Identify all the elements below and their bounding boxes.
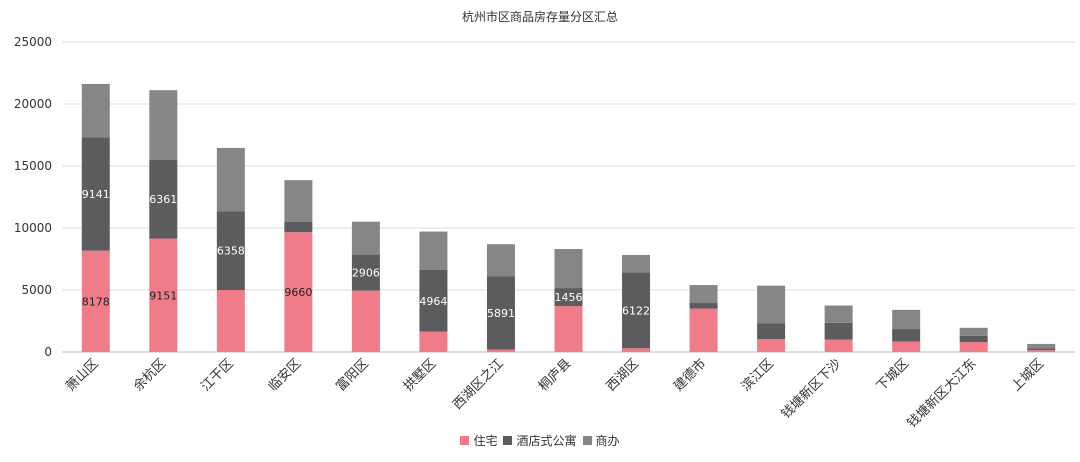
- bar-segment: [149, 159, 178, 239]
- y-tick-label: 0: [44, 345, 52, 359]
- y-tick-label: 5000: [21, 283, 52, 297]
- legend-item: 住宅: [460, 432, 497, 449]
- stacked-bar-chart: 杭州市区商品房存量分区汇总 0500010000150002000025000 …: [14, 9, 1075, 430]
- data-label: 5891: [487, 307, 515, 320]
- x-tick-label: 江干区: [198, 356, 236, 394]
- legend-label: 商办: [595, 434, 620, 448]
- x-tick-label: 钱塘新区下沙: [778, 356, 844, 422]
- bar-segment: [959, 327, 988, 336]
- data-label: 6358: [217, 245, 245, 258]
- legend-label: 酒店式公寓: [516, 434, 577, 448]
- bar-segment: [689, 303, 718, 309]
- bar-segment: [689, 308, 718, 352]
- x-tick-label: 临安区: [266, 356, 304, 394]
- bar-segment: [486, 276, 515, 350]
- bar-segment: [419, 269, 448, 332]
- bar-segment: [1027, 343, 1056, 349]
- legend-label: 住宅: [473, 434, 498, 448]
- x-tick-label: 富阳区: [333, 356, 372, 395]
- data-label: 8178: [82, 295, 110, 308]
- bar-segment: [959, 342, 988, 352]
- data-label: 9660: [284, 286, 312, 299]
- bar-segment: [1027, 348, 1056, 351]
- x-axis: 萧山区 余杭区 江干区 临安区 富阳区 拱墅区 西湖区之江 桐庐县 西湖区 建德市 滨江区 钱塘新区下…: [63, 356, 1047, 430]
- legend-swatch: [503, 436, 513, 445]
- legend-swatch: [460, 436, 470, 445]
- bar-segment: [959, 335, 988, 343]
- data-label: 9141: [82, 188, 110, 201]
- legend: 住宅 酒店式公寓 商办: [0, 432, 1080, 449]
- bar-segment: [486, 349, 515, 352]
- y-tick-label: 15000: [14, 159, 52, 173]
- bar-segment: [554, 288, 583, 307]
- x-tick-label: 萧山区: [63, 356, 101, 394]
- bar-segment: [351, 254, 380, 291]
- bar-segment: [351, 290, 380, 352]
- bar-segment: [824, 339, 853, 352]
- x-tick-label: 钱塘新区大江东: [904, 356, 980, 430]
- bars: 8178 9141 9151 6361 6358 9660 2906 4964 5891 1456…: [81, 83, 1056, 352]
- bar-segment: [81, 250, 110, 352]
- bar-segment: [892, 341, 921, 352]
- data-label: 9151: [149, 289, 177, 302]
- x-tick-label: 滨江区: [738, 356, 777, 395]
- bar-segment: [554, 306, 583, 352]
- bar-segment: [892, 329, 921, 342]
- bar-segment: [284, 232, 313, 352]
- y-axis: 0 5000 10000 15000 20000 25000: [14, 35, 52, 359]
- x-tick-label: 余杭区: [130, 356, 169, 395]
- data-label: 6122: [622, 304, 650, 317]
- y-tick-label: 20000: [14, 97, 52, 111]
- bar-segment: [757, 338, 786, 352]
- data-label: 2906: [352, 267, 380, 280]
- bar-segment: [284, 221, 313, 233]
- bar-segment: [216, 290, 245, 352]
- legend-swatch: [582, 436, 592, 445]
- x-tick-label: 上城区: [1009, 356, 1047, 394]
- bar-segment: [622, 255, 651, 273]
- bar-segment: [351, 221, 380, 255]
- bar-segment: [1027, 350, 1056, 352]
- bar-segment: [216, 147, 245, 212]
- x-tick-label: 建德市: [670, 356, 709, 395]
- x-tick-label: 下城区: [874, 356, 912, 394]
- data-label: 4964: [419, 295, 447, 308]
- bar-segment: [81, 137, 110, 251]
- bar-segment: [824, 322, 853, 340]
- bar-segment: [622, 348, 651, 352]
- x-tick-label: 桐庐县: [536, 356, 574, 394]
- bar-segment: [419, 231, 448, 270]
- bar-segment: [689, 285, 718, 304]
- x-tick-label: 拱墅区: [401, 356, 439, 394]
- bar-segment: [284, 180, 313, 222]
- bar-segment: [757, 285, 786, 324]
- bar-segment: [419, 331, 448, 352]
- data-label: 1456: [555, 291, 583, 304]
- bar-segment: [81, 83, 110, 138]
- bar-segment: [824, 305, 853, 323]
- bar-segment: [892, 309, 921, 330]
- legend-item: 商办: [582, 432, 620, 449]
- legend-item: 酒店式公寓: [503, 432, 577, 449]
- x-tick-label: 西湖区之江: [450, 356, 507, 413]
- y-tick-label: 10000: [14, 221, 52, 235]
- bar-segment: [554, 249, 583, 289]
- bar-segment: [149, 90, 178, 160]
- bar-segment: [622, 272, 651, 349]
- bar-segment: [149, 238, 178, 352]
- bar-segment: [757, 323, 786, 339]
- data-label: 6361: [149, 193, 177, 206]
- x-tick-label: 西湖区: [604, 356, 642, 394]
- bar-segment: [486, 244, 515, 277]
- bar-segment: [216, 211, 245, 290]
- y-tick-label: 25000: [14, 35, 52, 49]
- chart-title: 杭州市区商品房存量分区汇总: [462, 9, 618, 24]
